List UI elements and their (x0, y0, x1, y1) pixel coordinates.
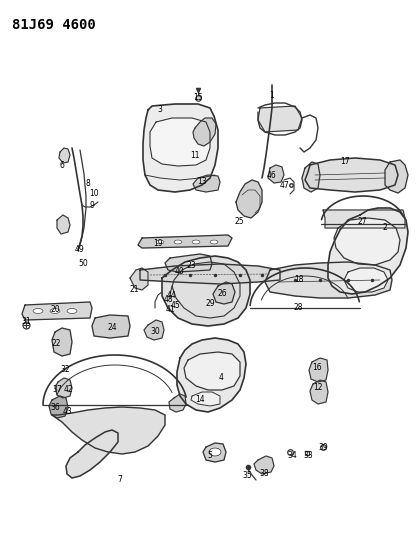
Ellipse shape (156, 240, 164, 244)
Text: 12: 12 (313, 384, 323, 392)
Text: 33: 33 (303, 450, 313, 459)
Ellipse shape (174, 240, 182, 244)
Polygon shape (184, 352, 240, 390)
Polygon shape (165, 254, 212, 272)
Polygon shape (193, 118, 216, 146)
Polygon shape (323, 210, 405, 228)
Text: 29: 29 (205, 298, 215, 308)
Text: 37: 37 (52, 385, 62, 394)
Text: 43: 43 (63, 408, 73, 416)
Polygon shape (49, 396, 68, 418)
Text: 11: 11 (190, 150, 200, 159)
Polygon shape (254, 456, 274, 474)
Text: 44: 44 (167, 292, 177, 301)
Polygon shape (193, 175, 220, 192)
Polygon shape (305, 158, 398, 192)
Text: 36: 36 (50, 403, 60, 413)
Text: 41: 41 (165, 305, 175, 314)
Text: 10: 10 (89, 189, 99, 198)
Text: 28: 28 (293, 303, 303, 311)
Polygon shape (138, 235, 232, 248)
Polygon shape (268, 165, 284, 183)
Polygon shape (150, 118, 210, 166)
Text: 32: 32 (60, 366, 70, 375)
Polygon shape (258, 106, 302, 132)
Ellipse shape (50, 309, 60, 313)
Polygon shape (144, 320, 164, 340)
Polygon shape (236, 180, 262, 218)
Text: 45: 45 (171, 301, 181, 310)
Text: 18: 18 (294, 276, 304, 285)
Text: 50: 50 (78, 259, 88, 268)
Text: 81J69 4600: 81J69 4600 (12, 18, 96, 32)
Text: 30: 30 (150, 327, 160, 336)
Polygon shape (213, 282, 235, 304)
Text: 31: 31 (21, 318, 31, 327)
Polygon shape (130, 268, 148, 290)
Text: 14: 14 (195, 395, 205, 405)
Text: 21: 21 (129, 286, 139, 295)
Polygon shape (59, 148, 70, 163)
Ellipse shape (67, 309, 77, 313)
Polygon shape (55, 378, 72, 398)
Polygon shape (203, 443, 226, 462)
Text: 25: 25 (234, 217, 244, 227)
Text: 23: 23 (186, 261, 196, 270)
Text: 15: 15 (193, 93, 203, 102)
Text: 26: 26 (217, 288, 227, 297)
Text: 16: 16 (312, 364, 322, 373)
Text: 5: 5 (208, 450, 213, 459)
Text: 22: 22 (51, 340, 61, 349)
Text: 1: 1 (270, 91, 275, 100)
Polygon shape (177, 338, 246, 412)
Text: 49: 49 (75, 246, 85, 254)
Text: 2: 2 (383, 223, 387, 232)
Polygon shape (334, 218, 400, 265)
Polygon shape (328, 208, 408, 294)
Ellipse shape (33, 309, 43, 313)
Polygon shape (265, 262, 392, 298)
Text: 48: 48 (163, 295, 173, 304)
Ellipse shape (210, 240, 218, 244)
Text: 46: 46 (267, 171, 277, 180)
Polygon shape (52, 407, 165, 454)
Polygon shape (22, 302, 92, 320)
Text: 3: 3 (158, 106, 162, 115)
Text: 35: 35 (242, 472, 252, 481)
Polygon shape (169, 394, 186, 412)
Polygon shape (385, 160, 408, 193)
Polygon shape (310, 380, 328, 404)
Text: 34: 34 (287, 450, 297, 459)
Polygon shape (344, 268, 388, 292)
Text: 13: 13 (197, 177, 207, 187)
Text: 24: 24 (107, 324, 117, 333)
Text: 27: 27 (357, 217, 367, 227)
Text: 6: 6 (59, 160, 64, 169)
Polygon shape (140, 264, 280, 284)
Polygon shape (302, 162, 320, 192)
Text: 40: 40 (175, 268, 185, 277)
Polygon shape (162, 256, 250, 326)
Text: 7: 7 (118, 475, 122, 484)
Text: 8: 8 (86, 179, 90, 188)
Polygon shape (57, 215, 70, 234)
Polygon shape (66, 430, 118, 478)
Text: 20: 20 (50, 305, 60, 314)
Polygon shape (191, 392, 220, 406)
Text: 38: 38 (259, 469, 269, 478)
Ellipse shape (192, 240, 200, 244)
Polygon shape (143, 104, 218, 192)
Polygon shape (52, 328, 72, 356)
Text: 42: 42 (63, 385, 73, 394)
Polygon shape (309, 358, 328, 382)
Text: 19: 19 (153, 238, 163, 247)
Text: 17: 17 (340, 157, 350, 166)
Ellipse shape (209, 448, 221, 456)
Text: 4: 4 (218, 374, 223, 383)
Text: 47: 47 (280, 181, 290, 190)
Text: 39: 39 (318, 442, 328, 451)
Polygon shape (92, 315, 130, 338)
Text: 9: 9 (89, 200, 94, 209)
